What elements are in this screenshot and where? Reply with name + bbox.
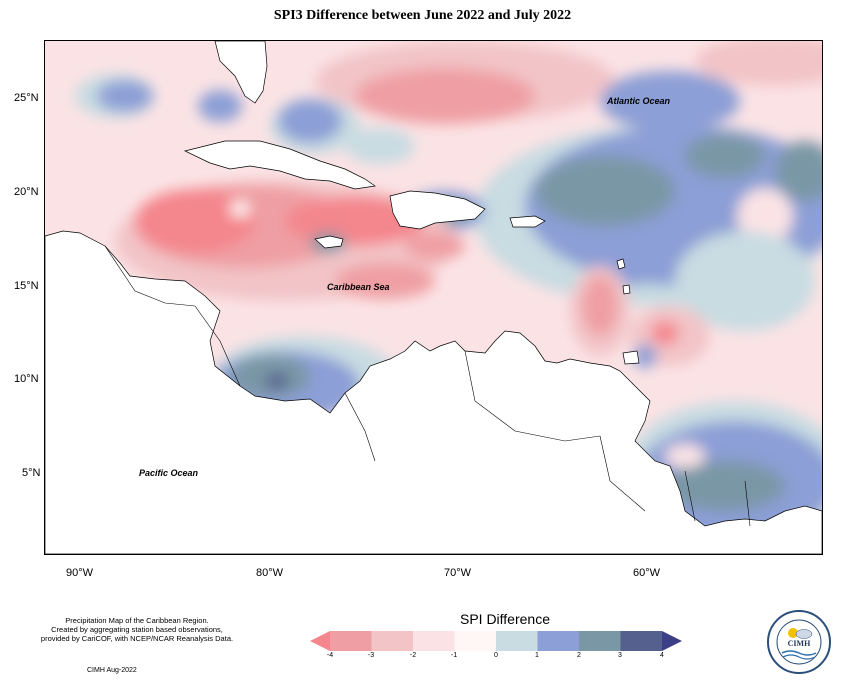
label-pacific-ocean: Pacific Ocean [139,468,199,478]
label-caribbean-sea: Caribbean Sea [327,282,390,292]
label-atlantic-ocean: Atlantic Ocean [606,96,671,106]
footnote-line-3: provided by CariCOF, with NCEP/NCAR Rean… [40,634,234,643]
map-footnote: Precipitation Map of the Caribbean Regio… [12,616,262,643]
lat-tick-5n: 5°N [22,467,41,479]
legend-bin-0-1 [496,631,538,651]
land-puerto-rico [509,215,546,228]
contour-atlantic-teal-b [685,134,765,178]
border-central-america [194,305,241,387]
land-florida [214,41,268,104]
footnote-line-2: Created by aggregating station based obs… [51,625,223,634]
lon-tick-60w: 60°W [633,567,661,579]
legend-tick-0: 0 [494,652,498,659]
logo-sun-icon [788,628,798,638]
map-credit: CIMH Aug-2022 [87,667,137,674]
legend-arrow-left [310,631,330,651]
land-trinidad [622,350,640,365]
contour-panama-dark [265,373,289,389]
contour-barbados-red [651,321,679,345]
legend-tick-neg1: -1 [450,652,458,659]
legend-bin-neg2-neg1 [413,631,455,651]
contour-atlantic-teal-a [535,156,675,226]
country-borders [104,245,751,527]
lon-tick-70w: 70°W [444,567,472,579]
legend-tick-2: 2 [577,652,581,659]
border-suriname-guiana [744,480,751,527]
land-martinique [622,284,631,295]
contour-caribbean-red-east [285,196,425,246]
land-americas [45,230,822,554]
land-masses [45,41,822,554]
contour-east-light [675,231,815,331]
land-cuba [183,140,376,190]
land-guadeloupe [616,258,626,270]
map-title: SPI3 Difference between June 2022 and Ju… [273,8,572,23]
cimh-logo: CIMH [767,610,831,674]
contour-guiana-teal [665,461,785,511]
legend-tick-4: 4 [660,652,664,659]
lon-tick-80w: 80°W [256,567,284,579]
contour-bahamas-east [345,128,415,164]
contour-north-core [355,68,535,124]
border-mexico-guatemala [104,245,196,307]
logo-cloud-icon [795,629,813,639]
logo-wave-icon [781,650,817,656]
border-venezuela-brazil [599,435,646,512]
land-hispaniola [389,190,486,230]
logo-text: CIMH [788,639,811,648]
map-panel: Atlantic Ocean Caribbean Sea Pacific Oce… [44,40,823,555]
lat-tick-20n: 20°N [14,186,39,198]
contour-gulf-blue [97,80,153,112]
contour-lesser-antilles-core [582,276,618,336]
legend-title: SPI Difference [459,611,550,627]
contour-bahamas-blue [278,99,342,143]
lon-tick-90w: 90°W [66,567,94,579]
legend-bin-neg3-neg2 [371,631,413,651]
border-colombia-venezuela [464,350,601,442]
spi-map: Atlantic Ocean Caribbean Sea Pacific Oce… [45,41,822,554]
legend-tick-3: 3 [618,652,622,659]
legend-tick-neg3: -3 [367,652,375,659]
legend-bin-2-3 [579,631,621,651]
legend-bin-neg1-0 [454,631,496,651]
contour-atlantic-teal-c [775,141,822,201]
legend-bin-1-2 [537,631,579,651]
border-colombia-west [344,392,376,462]
spi-contour-field [75,41,822,541]
footnote-line-1: Precipitation Map of the Caribbean Regio… [65,616,209,625]
legend-tick-1: 1 [535,652,539,659]
contour-atlantic-pink-hole [737,188,793,244]
contour-central-sea [335,263,435,299]
legend-arrow-right [662,631,682,651]
legend-tick-neg2: -2 [409,652,417,659]
contour-caribbean-red-west [135,189,255,253]
logo-wave-icon-2 [782,654,816,660]
contour-guiana-pink [665,444,705,468]
contour-northeast [695,41,822,86]
legend-bin-neg4-neg3 [330,631,372,651]
contour-florida-blue [198,90,242,122]
border-guyana-suriname [684,470,696,522]
contour-cayman-spot [230,201,250,217]
contour-south-hispaniola [405,232,465,260]
contour-atlantic-upper [600,71,740,131]
legend-colorbar [310,631,682,651]
lat-tick-25n: 25°N [14,92,39,104]
lat-tick-10n: 10°N [14,373,39,385]
lat-tick-15n: 15°N [14,280,39,292]
land-jamaica [314,235,344,249]
legend-bin-3-4 [620,631,662,651]
legend-tick-neg4: -4 [326,652,334,659]
